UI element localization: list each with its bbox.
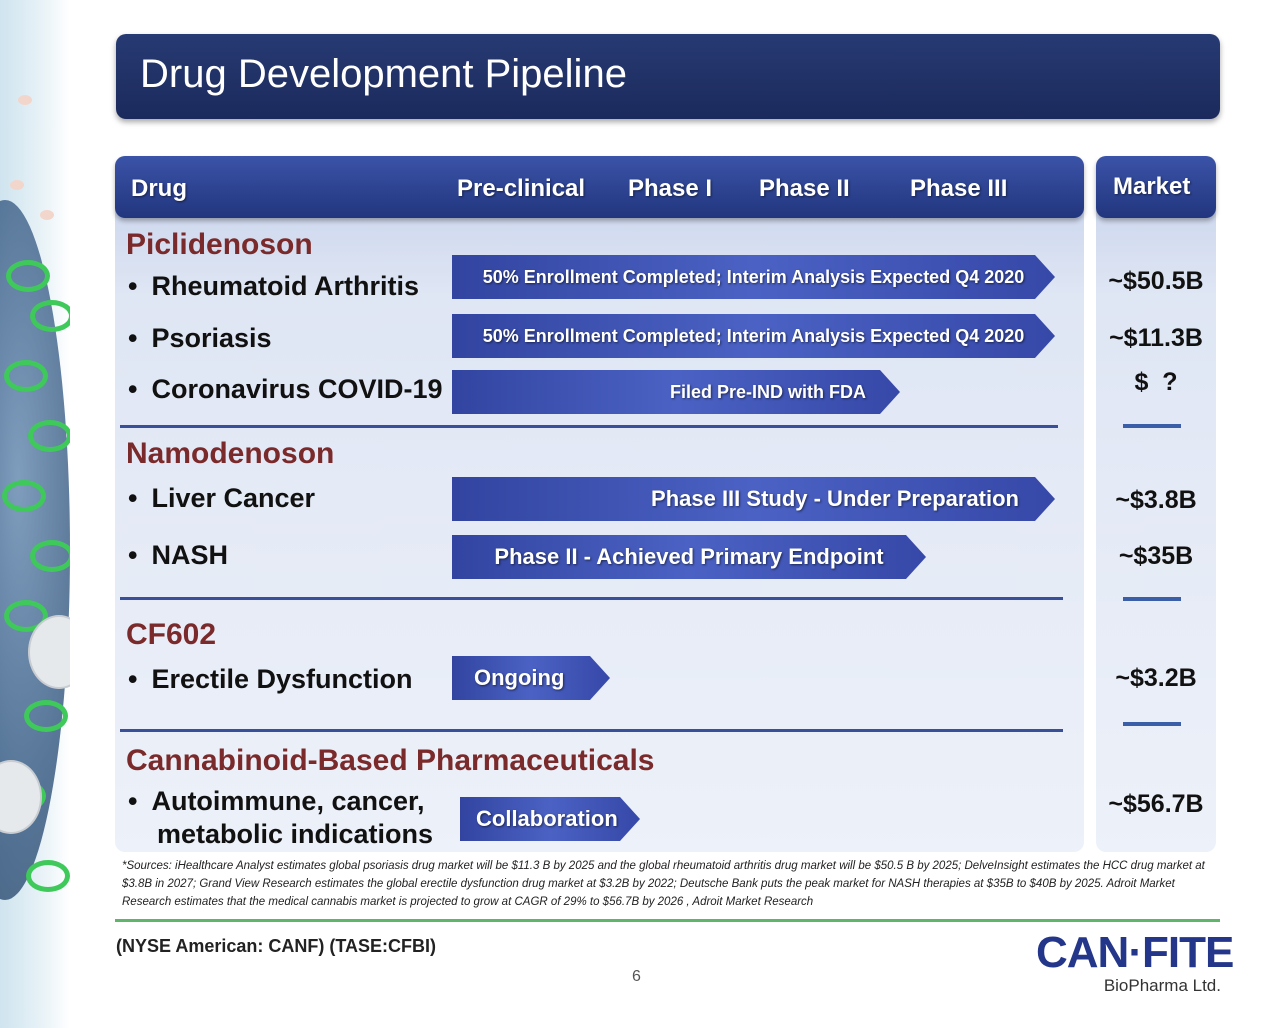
market-panel <box>1096 156 1216 852</box>
divider <box>120 425 1058 428</box>
header-market: Market <box>1113 173 1191 200</box>
sources-footnote: *Sources: iHealthcare Analyst estimates … <box>122 860 1205 908</box>
market-psoriasis: ~$11.3B <box>1109 324 1203 352</box>
status-arrow-rheumatoid-arthritis: 50% Enrollment Completed; Interim Analys… <box>452 255 1055 299</box>
drug-name-piclidenoson: Piclidenoson <box>126 228 313 261</box>
indication-nash: • NASH <box>128 540 228 570</box>
indication-psoriasis: • Psoriasis <box>128 323 272 353</box>
status-arrow-erectile-dysfunction: Ongoing <box>452 656 610 700</box>
market-cannabinoid: ~$56.7B <box>1108 790 1204 818</box>
market-rheumatoid-arthritis: ~$50.5B <box>1108 267 1204 295</box>
market-erectile-dysfunction: ~$3.2B <box>1115 664 1197 692</box>
title-bar: Drug Development Pipeline <box>116 34 1220 119</box>
page-number: 6 <box>632 968 641 985</box>
market-nash: ~$35B <box>1118 542 1194 570</box>
divider <box>120 729 1063 732</box>
market-divider <box>1123 597 1181 601</box>
header-phase2: Phase II <box>759 175 850 202</box>
indication-erectile-dysfunction: • Erectile Dysfunction <box>128 664 413 694</box>
header-preclinical: Pre-clinical <box>457 175 586 202</box>
drug-name-cf602: CF602 <box>126 618 217 651</box>
header-phase3: Phase III <box>910 175 1008 202</box>
company-logo: CAN·FITE BioPharma Ltd. <box>1036 928 1234 996</box>
page-title: Drug Development Pipeline <box>140 52 627 96</box>
status-arrow-covid-19: Filed Pre-IND with FDA <box>452 370 900 414</box>
indication-covid-19: • Coronavirus COVID-19 <box>128 374 443 404</box>
logo-wordmark: CAN·FITE <box>1036 928 1234 977</box>
drug-name-namodenoson: Namodenoson <box>126 437 335 470</box>
market-divider <box>1123 424 1181 428</box>
drug-name-cannabinoid: Cannabinoid-Based Pharmaceuticals <box>126 744 655 777</box>
market-divider <box>1123 722 1181 726</box>
indication-liver-cancer: • Liver Cancer <box>128 483 316 513</box>
pipeline-header <box>115 156 1084 218</box>
status-arrow-psoriasis: 50% Enrollment Completed; Interim Analys… <box>452 314 1055 358</box>
status-arrow-cannabinoid: Collaboration <box>460 797 640 841</box>
indication-rheumatoid-arthritis: • Rheumatoid Arthritis <box>128 271 419 301</box>
header-phase1: Phase I <box>628 175 713 202</box>
status-arrow-liver-cancer: Phase III Study - Under Preparation <box>452 477 1055 521</box>
indication-autoimmune-cancer-metabolic: • Autoimmune, cancer, metabolic indicatio… <box>128 786 434 849</box>
footer-divider <box>115 919 1220 922</box>
logo-subtitle: BioPharma Ltd. <box>1103 976 1221 995</box>
market-liver-cancer: ~$3.8B <box>1115 486 1197 514</box>
status-arrow-nash: Phase II - Achieved Primary Endpoint <box>452 535 926 579</box>
header-drug: Drug <box>131 175 187 202</box>
market-header <box>1096 156 1216 218</box>
decorative-side-image <box>0 0 70 1028</box>
ticker-symbols: (NYSE American: CANF) (TASE:CFBI) <box>116 936 437 956</box>
divider <box>120 597 1063 600</box>
market-covid-19: $ ? <box>1134 368 1178 396</box>
